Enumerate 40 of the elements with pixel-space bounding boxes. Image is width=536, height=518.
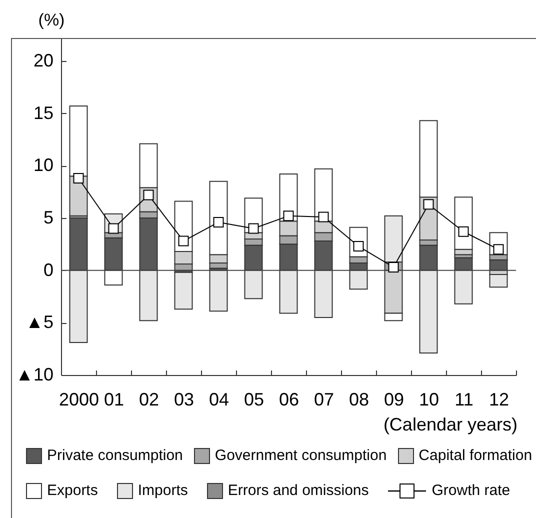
legend-label: Imports <box>138 482 188 499</box>
x-tick-label: 05 <box>244 390 264 410</box>
x-tick-label: 11 <box>454 390 474 410</box>
y-tick-label: 0 <box>43 260 54 280</box>
y-tick-label: 15 <box>33 102 54 123</box>
point <box>283 210 294 222</box>
x-tick-label: 02 <box>138 390 160 410</box>
y-tick-label: 10 <box>33 155 54 176</box>
y-tick-label: ▲10 <box>16 364 54 384</box>
y-axis-title: (%) <box>38 10 65 30</box>
y-tick-label: 5 <box>43 208 54 228</box>
legend-label: Private consumption <box>47 447 183 464</box>
legend-label: Growth rate <box>432 482 510 499</box>
x-tick-label: 01 <box>104 390 124 410</box>
x-tick-label: 07 <box>314 390 334 410</box>
point <box>73 173 84 184</box>
legend-label: Exports <box>47 482 98 499</box>
legend-label: Capital formation <box>418 447 532 464</box>
x-tick-label: 2000 <box>58 390 100 410</box>
point <box>388 262 399 272</box>
x-tick-label: 06 <box>278 390 300 410</box>
bar <box>174 272 193 310</box>
x-tick-label: 10 <box>418 390 440 410</box>
point <box>318 212 329 222</box>
x-tick-label: 03 <box>174 390 194 410</box>
y-tick-label: ▲5 <box>26 312 54 332</box>
x-axis-title: (Calendar years) <box>383 414 518 434</box>
x-tick-label: 12 <box>488 390 510 410</box>
x-tick-label: 09 <box>384 390 404 410</box>
point <box>423 199 434 210</box>
point <box>178 236 189 246</box>
point <box>248 223 259 234</box>
y-tick-label: 20 <box>33 50 54 71</box>
x-tick-label: 04 <box>208 390 230 410</box>
x-tick-label: 08 <box>348 390 370 410</box>
bar <box>209 270 228 312</box>
legend-label: Government consumption <box>214 447 387 464</box>
bar <box>489 274 508 288</box>
point <box>458 226 469 237</box>
legend-label: Errors and omissions <box>228 482 369 499</box>
